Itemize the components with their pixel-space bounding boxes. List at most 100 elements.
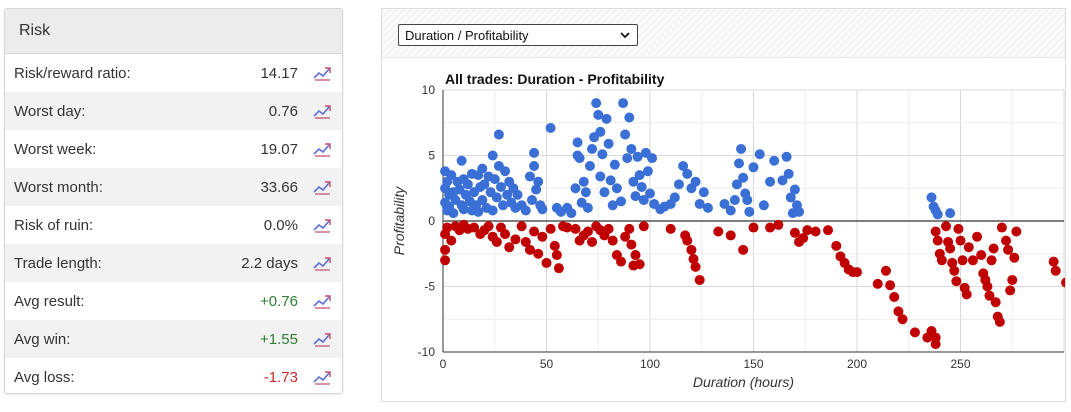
scatter-point [562, 222, 573, 233]
scatter-point [984, 290, 995, 301]
risk-row-label: Worst day: [14, 102, 86, 120]
trend-chart-icon[interactable] [312, 217, 332, 233]
scatter-point [477, 163, 488, 174]
scatter-point [694, 198, 705, 209]
trend-chart-icon[interactable] [312, 65, 332, 81]
scatter-point [504, 242, 515, 253]
scatter-point [616, 196, 627, 207]
y-tick-label: 0 [428, 214, 435, 228]
scatter-point [491, 236, 502, 247]
scatter-point [777, 175, 788, 186]
scatter-point [773, 219, 784, 230]
scatter-point [758, 200, 769, 211]
scatter-point [926, 192, 937, 203]
risk-row: Risk of ruin: 0.0% [5, 206, 342, 244]
risk-row-label: Avg loss: [14, 368, 75, 386]
scatter-point [698, 187, 709, 198]
risk-row-value: 0.76 [268, 102, 298, 120]
trend-chart-icon[interactable] [312, 179, 332, 195]
scatter-point [736, 143, 747, 154]
scatter-point [628, 176, 639, 187]
trend-chart-icon[interactable] [312, 141, 332, 157]
y-tick-label: 5 [428, 149, 435, 163]
risk-row-value: 2.2 days [241, 254, 298, 272]
trend-chart-icon[interactable] [312, 293, 332, 309]
y-tick-label: -5 [424, 280, 435, 294]
risk-row: Avg result: +0.76 [5, 282, 342, 320]
scatter-point [593, 109, 604, 120]
scatter-point [748, 222, 759, 233]
scatter-point [469, 222, 480, 233]
scatter-point [742, 195, 753, 206]
risk-row-value: 33.66 [260, 178, 298, 196]
scatter-point [491, 192, 502, 203]
scatter-point [725, 230, 736, 241]
x-axis-label: Duration (hours) [693, 374, 794, 390]
risk-row-value: -1.73 [263, 368, 298, 386]
scatter-point [734, 158, 745, 169]
scatter-point [794, 206, 805, 217]
scatter-point [941, 221, 952, 232]
scatter-point [516, 221, 527, 232]
scatter-point [986, 255, 997, 266]
chart-type-select[interactable]: Duration / Profitability [398, 24, 638, 46]
scatter-point [611, 183, 622, 194]
risk-row: Risk/reward ratio: 14.17 [5, 54, 342, 92]
scatter-point [570, 223, 581, 234]
scatter-point [645, 188, 655, 199]
scatter-point [988, 243, 999, 254]
trend-chart-icon[interactable] [312, 255, 332, 271]
risk-row: Worst month: 33.66 [5, 168, 342, 206]
x-tick-label: 200 [847, 357, 867, 371]
scatter-point [852, 267, 862, 278]
scatter-point [500, 229, 511, 240]
trend-chart-icon[interactable] [312, 369, 332, 385]
risk-row-value: +0.76 [260, 292, 298, 310]
chevron-down-icon [620, 32, 630, 39]
risk-row-value: 19.07 [260, 140, 298, 158]
scatter-point [713, 226, 724, 237]
risk-row: Avg loss: -1.73 [5, 358, 342, 393]
scatter-point [1009, 252, 1020, 263]
x-tick-label: 0 [440, 357, 447, 371]
scatter-point [1007, 274, 1018, 285]
y-tick-label: -10 [418, 345, 436, 359]
scatter-point [533, 248, 544, 259]
scatter-point [502, 189, 513, 200]
scatter-point [527, 195, 538, 206]
scatter-point [595, 171, 606, 182]
scatter-point [963, 242, 974, 253]
scatter-point [630, 191, 641, 202]
scatter-point [512, 189, 523, 200]
scatter-point [647, 153, 658, 164]
risk-row-label: Trade length: [14, 254, 102, 272]
scatter-point [665, 223, 676, 234]
risk-row: Avg win: +1.55 [5, 320, 342, 358]
scatter-point [936, 255, 947, 266]
scatter-point [529, 147, 540, 158]
scatter-point [1003, 244, 1014, 255]
scatter-point [885, 280, 896, 291]
scatter-point [549, 240, 560, 251]
scatter-point [951, 276, 962, 287]
scatter-point [823, 225, 834, 236]
trend-chart-icon[interactable] [312, 331, 332, 347]
scatter-point [789, 184, 800, 195]
scatter-point [872, 278, 883, 289]
risk-row-value: 0.0% [263, 216, 298, 234]
x-tick-label: 150 [743, 357, 763, 371]
scatter-point [976, 250, 987, 261]
scatter-point [810, 226, 821, 237]
scatter-point [702, 202, 713, 213]
scatter-point [442, 222, 453, 233]
scatter-point [448, 208, 459, 219]
scatter-point [932, 209, 943, 220]
trend-chart-icon[interactable] [312, 103, 332, 119]
scatter-point [744, 206, 755, 217]
scatter-point [930, 339, 941, 350]
scatter-point [440, 255, 451, 266]
scatter-point [446, 170, 457, 181]
scatter-point [500, 166, 511, 177]
scatter-point [982, 281, 993, 292]
scatter-point [498, 200, 509, 211]
